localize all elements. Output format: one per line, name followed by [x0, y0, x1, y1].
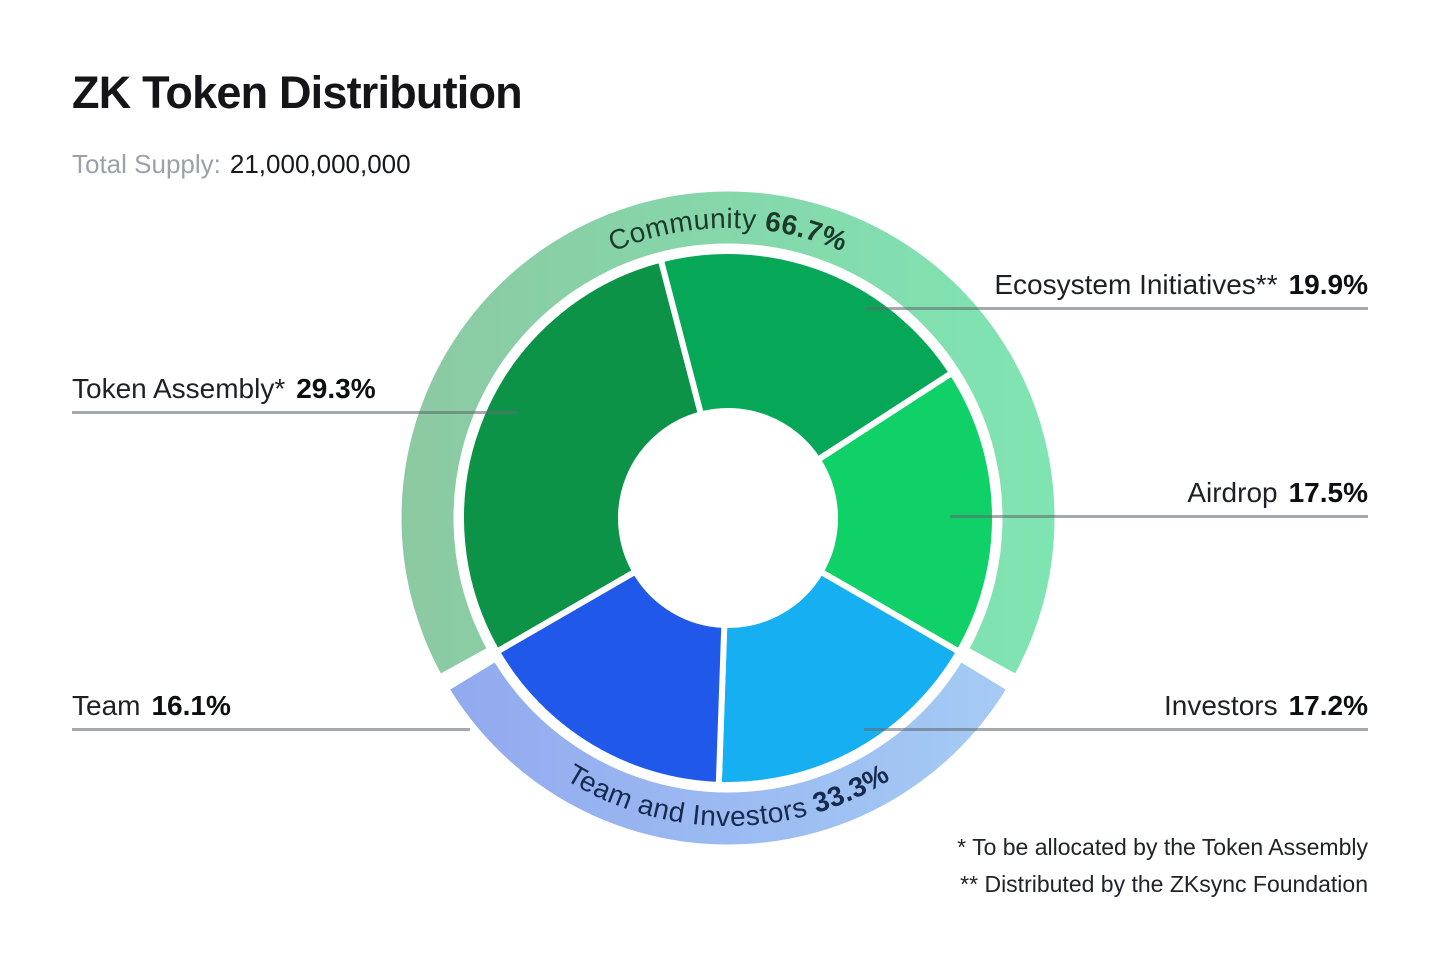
outer-ring-team-and-investors: [444, 656, 1012, 850]
donut-segment-investors: [715, 568, 963, 788]
total-supply-label: Total Supply:: [72, 149, 221, 179]
callout-line-investors: [864, 728, 1368, 731]
label-investors: Investors 17.2%: [1164, 687, 1368, 725]
label-team-name: Team: [72, 690, 141, 721]
donut-segment-team: [493, 568, 728, 788]
label-investors-value: 17.2%: [1288, 690, 1368, 721]
donut-segment-ecosystem-initiatives: [657, 248, 956, 463]
donut-segment-token-assembly: [458, 256, 705, 655]
label-token-assembly: Token Assembly* 29.3%: [72, 370, 376, 408]
label-token-assembly-value: 29.3%: [296, 373, 376, 404]
total-supply: Total Supply: 21,000,000,000: [72, 148, 411, 181]
label-ecosystem-initiatives: Ecosystem Initiatives** 19.9%: [994, 266, 1368, 304]
footnote-2: ** Distributed by the ZKsync Foundation: [960, 871, 1368, 897]
footnote-1: * To be allocated by the Token Assembly: [957, 834, 1368, 860]
label-airdrop-name: Airdrop: [1187, 477, 1278, 508]
callout-line-team: [72, 728, 470, 731]
page-title: ZK Token Distribution: [72, 67, 523, 118]
total-supply-value: 21,000,000,000: [229, 149, 411, 179]
label-investors-name: Investors: [1163, 690, 1278, 721]
callout-line-ecosystem-initiatives: [866, 307, 1368, 310]
label-airdrop-value: 17.5%: [1288, 477, 1368, 508]
donut-segment-airdrop: [814, 369, 998, 655]
label-token-assembly-name: Token Assembly*: [72, 373, 286, 404]
label-ecosystem-value: 19.9%: [1288, 269, 1368, 300]
outer-ring-community: [396, 186, 1060, 680]
label-ecosystem-name: Ecosystem Initiatives**: [994, 269, 1278, 300]
callout-line-airdrop: [950, 515, 1368, 518]
label-team-value: 16.1%: [151, 690, 231, 721]
callout-line-token-assembly: [72, 411, 518, 414]
footnotes: * To be allocated by the Token Assembly …: [957, 829, 1368, 903]
label-airdrop: Airdrop 17.5%: [1187, 474, 1368, 512]
label-team: Team 16.1%: [72, 687, 231, 725]
